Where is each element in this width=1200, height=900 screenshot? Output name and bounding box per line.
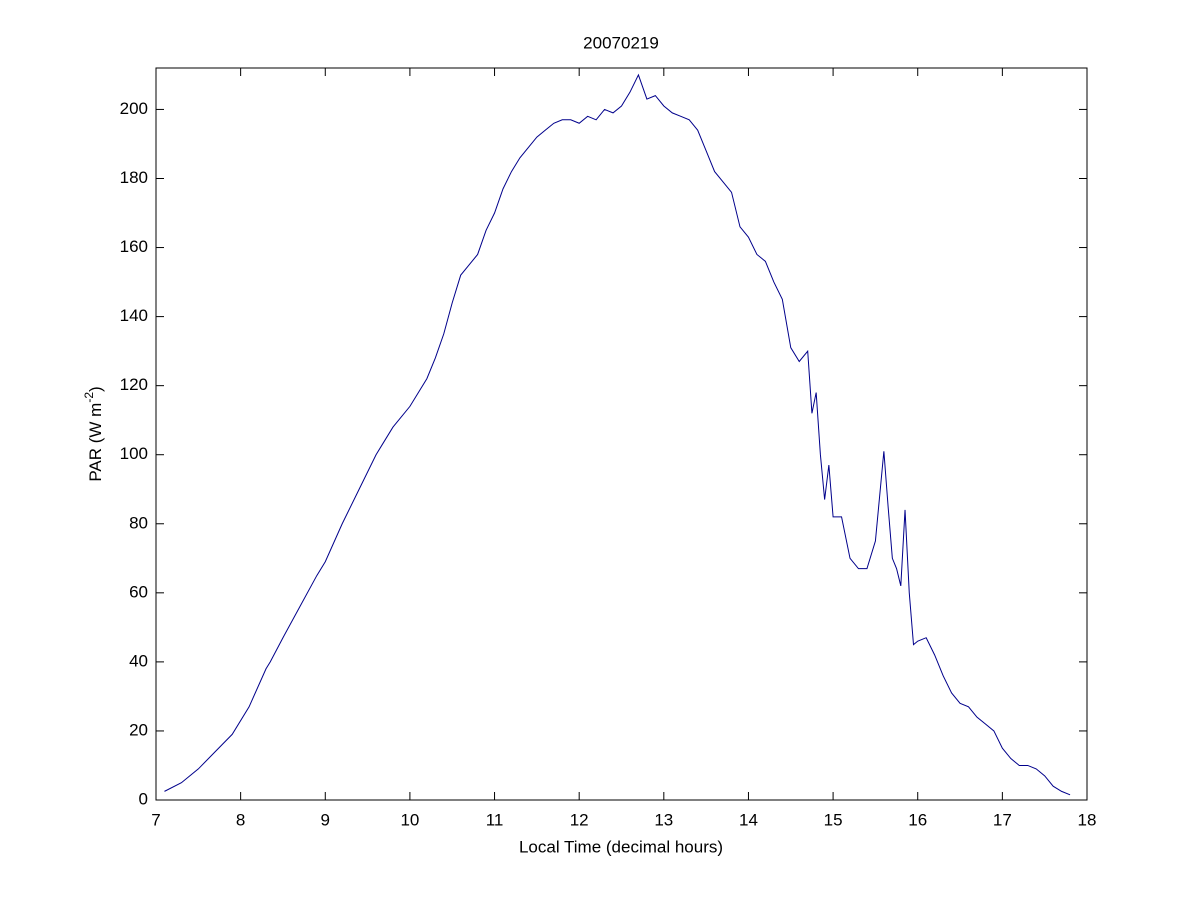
x-tick-label: 13: [654, 810, 673, 829]
y-label-main: PAR (W m: [86, 403, 105, 482]
x-tick-label: 12: [570, 810, 589, 829]
y-tick-label: 80: [129, 513, 148, 532]
x-tick-label: 17: [993, 810, 1012, 829]
y-tick-label: 180: [120, 168, 148, 187]
plot-frame: [155, 67, 1088, 801]
x-tick-label: 8: [236, 810, 245, 829]
y-tick-label: 40: [129, 651, 148, 670]
x-tick-label: 18: [1078, 810, 1097, 829]
data-line: [164, 73, 1071, 796]
x-axis-label: Local Time (decimal hours): [519, 837, 723, 856]
y-tick-label: 0: [139, 789, 148, 808]
x-tick-label: 11: [486, 810, 504, 829]
y-label-sup: -2: [82, 392, 96, 403]
y-tick-label: 200: [120, 99, 148, 118]
x-tick-label: 7: [151, 810, 160, 829]
chart-title: 20070219: [583, 33, 659, 52]
y-tick-label: 160: [120, 237, 148, 256]
y-tick-label: 20: [129, 720, 148, 739]
x-tick-label: 15: [824, 810, 843, 829]
y-axis-label: PAR (W m-2): [82, 386, 105, 481]
x-tick-label: 9: [321, 810, 330, 829]
y-tick-label: 100: [120, 444, 148, 463]
y-tick-label: 140: [120, 306, 148, 325]
y-label-end: ): [86, 386, 105, 392]
y-tick-label: 60: [129, 582, 148, 601]
x-tick-label: 16: [908, 810, 927, 829]
y-tick-label: 120: [120, 375, 148, 394]
x-tick-label: 10: [400, 810, 419, 829]
x-tick-label: 14: [739, 810, 758, 829]
